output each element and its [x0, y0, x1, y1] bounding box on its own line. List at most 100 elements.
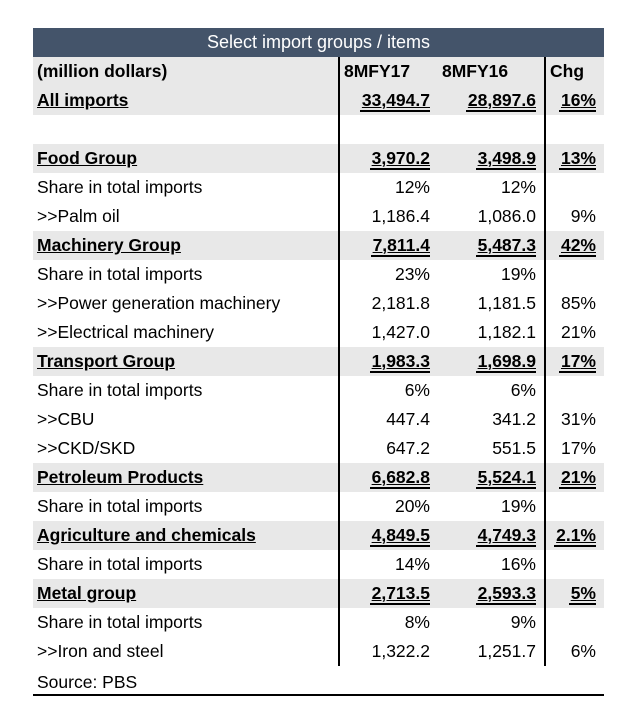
value-8mfy16-text: 5,487.3	[475, 234, 536, 257]
value-chg: 31%	[544, 405, 604, 434]
value-chg-text: 5%	[568, 582, 596, 605]
value-chg-text: 13%	[558, 147, 596, 170]
value-8mfy16-text: 9%	[510, 612, 536, 632]
value-8mfy17-text: 1,186.4	[371, 206, 430, 226]
table-row: Share in total imports 20% 19%	[33, 492, 604, 521]
value-8mfy17-text: 33,494.7	[359, 89, 430, 112]
value-8mfy17: 1,983.3	[338, 347, 438, 376]
value-8mfy17-text: 12%	[394, 177, 430, 197]
value-chg-text: 85%	[560, 293, 596, 313]
value-8mfy17: 23%	[338, 260, 438, 289]
group-row: Transport Group 1,983.3 1,698.9 17%	[33, 347, 604, 376]
value-chg-text: 21%	[560, 322, 596, 342]
row-label-text: >>Electrical machinery	[37, 322, 215, 342]
value-chg: 21%	[544, 463, 604, 492]
row-label-text: Petroleum Products	[37, 467, 204, 487]
row-label: Machinery Group	[33, 231, 339, 260]
row-label	[33, 115, 339, 144]
value-8mfy16: 19%	[438, 492, 545, 521]
value-8mfy17: 7,811.4	[338, 231, 438, 260]
row-label: >>Iron and steel	[33, 637, 339, 666]
table-row: Share in total imports 23% 19%	[33, 260, 604, 289]
value-8mfy16: 1,086.0	[438, 202, 545, 231]
value-chg: 16%	[544, 86, 604, 115]
value-8mfy16-text: 16%	[500, 554, 536, 574]
spacer-row	[33, 115, 604, 144]
value-8mfy17-text: 20%	[394, 496, 430, 516]
row-label: Share in total imports	[33, 260, 339, 289]
data-table: (million dollars) 8MFY17 8MFY16 Chg All …	[33, 57, 604, 666]
value-8mfy17: 2,181.8	[338, 289, 438, 318]
value-8mfy16: 9%	[438, 608, 545, 637]
value-chg	[544, 260, 604, 289]
value-8mfy16: 19%	[438, 260, 545, 289]
value-8mfy16: 2,593.3	[438, 579, 545, 608]
table-row: >>CKD/SKD 647.2 551.5 17%	[33, 434, 604, 463]
value-8mfy17: 2,713.5	[338, 579, 438, 608]
value-chg-text: 31%	[560, 409, 596, 429]
value-chg: 2.1%	[544, 521, 604, 550]
group-row: Metal group 2,713.5 2,593.3 5%	[33, 579, 604, 608]
row-label: Transport Group	[33, 347, 339, 376]
row-label-text: >>CKD/SKD	[37, 438, 136, 458]
row-label: Agriculture and chemicals	[33, 521, 339, 550]
value-8mfy17-text: 447.4	[386, 409, 430, 429]
value-chg	[544, 173, 604, 202]
value-8mfy17-text: 1,983.3	[369, 350, 430, 373]
row-label-text: Share in total imports	[37, 496, 203, 516]
row-label-text: >>Power generation machinery	[37, 293, 281, 313]
header-8mfy17: 8MFY17	[338, 57, 438, 86]
row-label-text: >>Iron and steel	[37, 641, 164, 661]
value-8mfy16: 3,498.9	[438, 144, 545, 173]
table-row: >>Electrical machinery 1,427.0 1,182.1 21%	[33, 318, 604, 347]
value-chg: 85%	[544, 289, 604, 318]
value-8mfy16: 1,251.7	[438, 637, 545, 666]
value-8mfy16-text: 1,086.0	[477, 206, 536, 226]
table-row: >>CBU 447.4 341.2 31%	[33, 405, 604, 434]
row-label: Share in total imports	[33, 550, 339, 579]
group-row: All imports 33,494.7 28,897.6 16%	[33, 86, 604, 115]
value-8mfy17: 20%	[338, 492, 438, 521]
header-chg: Chg	[544, 57, 604, 86]
header-units: (million dollars)	[33, 57, 339, 86]
value-chg-text: 17%	[560, 438, 596, 458]
value-8mfy16-text: 19%	[500, 264, 536, 284]
source-note: Source: PBS	[37, 672, 138, 692]
value-8mfy16: 5,524.1	[438, 463, 545, 492]
value-8mfy16-text: 12%	[500, 177, 536, 197]
value-chg	[544, 608, 604, 637]
value-8mfy16: 12%	[438, 173, 545, 202]
value-chg	[544, 550, 604, 579]
value-chg	[544, 376, 604, 405]
value-chg-text: 2.1%	[554, 524, 596, 547]
value-8mfy16-text: 1,181.5	[477, 293, 536, 313]
value-8mfy17: 12%	[338, 173, 438, 202]
table-row: Share in total imports 14% 16%	[33, 550, 604, 579]
group-row: Machinery Group 7,811.4 5,487.3 42%	[33, 231, 604, 260]
header-row: (million dollars) 8MFY17 8MFY16 Chg	[33, 57, 604, 86]
value-8mfy16-text: 1,251.7	[477, 641, 536, 661]
row-label-text: >>Palm oil	[37, 206, 120, 226]
row-label-text: All imports	[37, 90, 129, 110]
row-label: >>Palm oil	[33, 202, 339, 231]
group-row: Food Group 3,970.2 3,498.9 13%	[33, 144, 604, 173]
row-label-text: Share in total imports	[37, 380, 203, 400]
value-8mfy17-text: 6%	[404, 380, 430, 400]
value-8mfy16: 6%	[438, 376, 545, 405]
value-8mfy17: 3,970.2	[338, 144, 438, 173]
value-8mfy17: 447.4	[338, 405, 438, 434]
value-chg-text: 21%	[558, 466, 596, 489]
value-8mfy16: 4,749.3	[438, 521, 545, 550]
value-8mfy17-text: 3,970.2	[369, 147, 430, 170]
value-8mfy17-text: 14%	[394, 554, 430, 574]
value-8mfy17-text: 6,682.8	[369, 466, 430, 489]
value-chg: 6%	[544, 637, 604, 666]
value-8mfy17: 14%	[338, 550, 438, 579]
row-label: All imports	[33, 86, 339, 115]
row-label-text: Share in total imports	[37, 177, 203, 197]
row-label: Metal group	[33, 579, 339, 608]
value-8mfy17: 33,494.7	[338, 86, 438, 115]
row-label-text: Transport Group	[37, 351, 176, 371]
value-8mfy16-text: 2,593.3	[475, 582, 536, 605]
value-chg-text: 9%	[570, 206, 596, 226]
